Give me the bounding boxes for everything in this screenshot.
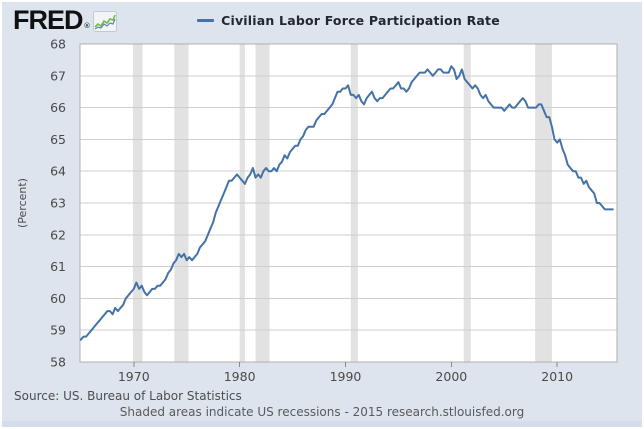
registered-trademark: ® [83, 22, 91, 30]
y-tick-label: 60 [50, 291, 66, 306]
fred-sparkline-icon [92, 11, 117, 32]
y-tick-label: 66 [50, 100, 66, 115]
y-tick-label: 63 [50, 196, 66, 211]
x-tick-label: 1980 [224, 369, 256, 384]
bottom-strip [2, 421, 642, 427]
legend-line-marker [197, 19, 215, 22]
x-tick-label: 1990 [330, 369, 362, 384]
recession-note-text: Shaded areas indicate US recessions - 20… [119, 405, 525, 419]
y-tick-label: 58 [50, 355, 66, 370]
legend[interactable]: Civilian Labor Force Participation Rate [80, 13, 617, 28]
legend-label: Civilian Labor Force Participation Rate [221, 13, 500, 28]
source-text: Source: US. Bureau of Labor Statistics [14, 389, 242, 403]
fred-logo[interactable]: FRED ® [13, 5, 117, 35]
y-tick-label: 67 [50, 68, 66, 83]
y-tick-label: 61 [50, 259, 66, 274]
x-tick-label: 2010 [541, 369, 573, 384]
y-tick-label: 64 [50, 164, 66, 179]
fred-logo-text: FRED [13, 5, 83, 35]
y-axis-title: (Percent) [16, 178, 29, 228]
series-line [79, 65, 614, 341]
x-tick-label: 2000 [435, 369, 467, 384]
x-tick-label: 1970 [118, 369, 150, 384]
y-tick-label: 68 [50, 37, 66, 52]
y-tick-label: 62 [50, 227, 66, 242]
y-tick-label: 59 [50, 323, 66, 338]
y-tick-label: 65 [50, 132, 66, 147]
plot-border [79, 43, 618, 363]
